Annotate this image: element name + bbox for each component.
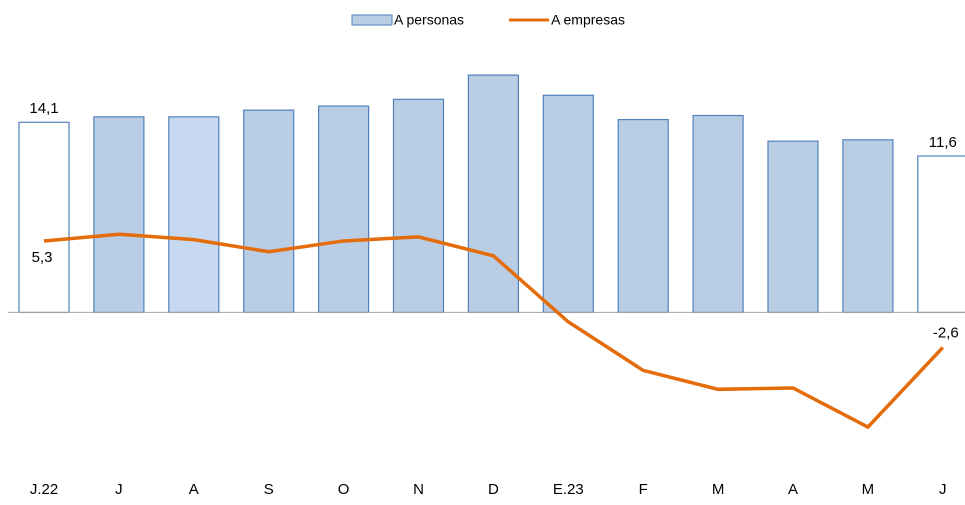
x-tick-label: O	[338, 481, 350, 498]
bar	[467, 74, 519, 314]
bar	[692, 114, 744, 314]
bar	[767, 140, 819, 314]
bar	[18, 121, 70, 314]
legend-swatch	[351, 14, 393, 26]
bar	[93, 116, 145, 314]
legend-label: A empresas	[551, 12, 625, 28]
bar	[318, 105, 370, 314]
x-tick-label: J	[115, 481, 123, 498]
x-tick-label: J.22	[30, 481, 58, 498]
x-tick-label: E.23	[553, 481, 584, 498]
bar	[542, 94, 594, 314]
data-label: 14,1	[29, 100, 58, 117]
x-tick-label: S	[264, 481, 274, 498]
x-tick-label: M	[862, 481, 875, 498]
x-tick-label: F	[639, 481, 648, 498]
x-tick-label: M	[712, 481, 725, 498]
x-tick-label: D	[488, 481, 499, 498]
x-tick-label: A	[788, 481, 798, 498]
legend-label: A personas	[394, 12, 464, 28]
data-label: 5,3	[32, 249, 53, 266]
x-tick-label: A	[189, 481, 199, 498]
line	[43, 232, 945, 430]
x-tick-label: N	[413, 481, 424, 498]
bar	[917, 155, 965, 314]
x-tick-label: J	[939, 481, 947, 498]
bar	[617, 118, 669, 314]
bar	[392, 98, 445, 314]
data-label: 11,6	[929, 134, 957, 151]
bar	[243, 109, 295, 314]
bar	[842, 139, 894, 314]
bar	[168, 116, 220, 314]
data-label: -2,6	[933, 324, 959, 341]
